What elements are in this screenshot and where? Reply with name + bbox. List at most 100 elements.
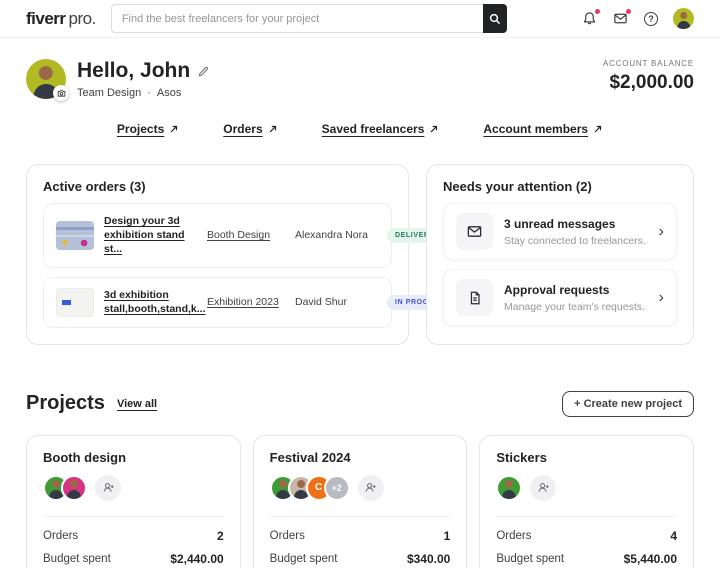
orders-stat: Orders 1 bbox=[270, 529, 451, 543]
order-project-link[interactable]: Booth Design bbox=[207, 229, 271, 242]
order-title-link[interactable]: 3d exhibition stall,booth,stand,k... bbox=[104, 288, 206, 316]
notification-dot bbox=[626, 8, 631, 14]
top-bar: fiverr pro. bbox=[0, 0, 720, 38]
project-card-stickers[interactable]: Stickers Orders 4 Budget spent $5,440.00 bbox=[479, 434, 695, 568]
order-thumbnail bbox=[56, 220, 94, 250]
project-card-festival-2024[interactable]: Festival 2024 C +2 Orders 1 Budget spent… bbox=[252, 434, 468, 568]
header-icons: ? bbox=[580, 8, 694, 29]
add-person-icon bbox=[364, 481, 377, 494]
profile-avatar[interactable] bbox=[26, 59, 69, 101]
nav-link-label: Account members bbox=[483, 122, 589, 136]
notifications-button[interactable] bbox=[580, 8, 600, 28]
active-orders-panel: Active orders (3) Design your 3d exhibit… bbox=[26, 164, 459, 345]
greeting-title: Hello, John bbox=[77, 59, 191, 82]
budget-label: Budget spent bbox=[496, 552, 565, 565]
camera-icon bbox=[57, 89, 66, 98]
member-avatars bbox=[43, 474, 224, 501]
fiverr-pro-logo[interactable]: fiverr pro. bbox=[26, 9, 96, 29]
project-cards-row: Booth design Orders 2 Budget spent $2,44… bbox=[26, 434, 695, 568]
budget-stat: Budget spent $340.00 bbox=[270, 552, 451, 566]
member-avatar[interactable] bbox=[61, 474, 87, 501]
budget-value: $340.00 bbox=[406, 551, 451, 566]
bell-icon bbox=[582, 11, 597, 26]
document-icon bbox=[456, 279, 493, 316]
nav-link-label: Saved freelancers bbox=[321, 122, 425, 136]
external-link-icon bbox=[169, 124, 179, 134]
hero-section: Hello, John Team Design · Asos ACCOUNT B… bbox=[0, 38, 720, 101]
project-card-booth-design[interactable]: Booth design Orders 2 Budget spent $2,44… bbox=[26, 434, 241, 568]
active-orders-title: Active orders (3) bbox=[43, 179, 146, 194]
search-button[interactable] bbox=[482, 4, 507, 33]
external-link-icon bbox=[429, 124, 439, 134]
order-row[interactable]: Design your 3d exhibition stand st... Bo… bbox=[43, 203, 449, 268]
more-members-badge[interactable]: +2 bbox=[323, 474, 350, 501]
search-input[interactable] bbox=[110, 4, 483, 33]
attention-title: Needs your attention (2) bbox=[443, 179, 592, 194]
create-new-project-button[interactable]: + Create new project bbox=[562, 390, 694, 417]
org-name: Asos bbox=[156, 87, 182, 99]
orders-value: 4 bbox=[670, 528, 678, 543]
nav-link-orders[interactable]: Orders bbox=[223, 122, 277, 136]
order-project-link[interactable]: Exhibition 2023 bbox=[207, 296, 279, 309]
logo-suffix: pro. bbox=[68, 8, 97, 28]
budget-stat: Budget spent $2,440.00 bbox=[43, 552, 224, 566]
orders-label: Orders bbox=[269, 529, 305, 542]
attention-text: 3 unread messages Stay connected to free… bbox=[504, 217, 646, 247]
edit-name-button[interactable] bbox=[197, 65, 210, 78]
member-avatars bbox=[496, 474, 677, 501]
nav-link-projects[interactable]: Projects bbox=[117, 122, 179, 136]
project-card-title: Stickers bbox=[496, 449, 547, 465]
projects-header: Projects View all + Create new project bbox=[26, 390, 694, 417]
budget-stat: Budget spent $5,440.00 bbox=[496, 552, 677, 566]
orders-value: 1 bbox=[443, 528, 451, 543]
order-freelancer-name: Alexandra Nora bbox=[295, 229, 368, 242]
nav-link-saved-freelancers[interactable]: Saved freelancers bbox=[322, 122, 440, 136]
order-freelancer-name: David Shur bbox=[295, 296, 347, 309]
add-member-button[interactable] bbox=[357, 474, 384, 501]
add-member-button[interactable] bbox=[530, 474, 557, 501]
orders-stat: Orders 2 bbox=[43, 529, 224, 543]
view-all-link[interactable]: View all bbox=[116, 397, 158, 410]
team-subline: Team Design · Asos bbox=[77, 87, 210, 99]
add-person-icon bbox=[102, 481, 115, 494]
approval-requests-card[interactable]: Approval requests Manage your team's req… bbox=[443, 269, 677, 326]
budget-value: $5,440.00 bbox=[623, 551, 678, 566]
user-avatar[interactable] bbox=[673, 8, 694, 29]
orders-label: Orders bbox=[496, 529, 532, 542]
help-button[interactable]: ? bbox=[642, 10, 660, 28]
chevron-right-icon: › bbox=[658, 288, 664, 306]
nav-link-account-members[interactable]: Account members bbox=[483, 122, 603, 136]
nav-link-label: Projects bbox=[116, 122, 165, 136]
attention-text: Approval requests Manage your team's req… bbox=[504, 283, 645, 313]
attention-item-subtitle: Stay connected to freelancers. bbox=[504, 234, 646, 247]
envelope-icon bbox=[456, 213, 493, 250]
team-name: Team Design bbox=[77, 87, 142, 99]
member-avatars: C +2 bbox=[269, 474, 451, 501]
balance-value: $2,000.00 bbox=[609, 72, 694, 93]
budget-label: Budget spent bbox=[43, 552, 111, 565]
mail-icon bbox=[613, 11, 628, 26]
add-member-button[interactable] bbox=[95, 474, 121, 501]
unread-messages-card[interactable]: 3 unread messages Stay connected to free… bbox=[443, 203, 677, 260]
messages-button[interactable] bbox=[611, 8, 631, 28]
attention-item-title: 3 unread messages bbox=[504, 216, 616, 231]
external-link-icon bbox=[268, 124, 278, 134]
help-icon: ? bbox=[644, 11, 658, 26]
logo-brand: fiverr bbox=[26, 8, 66, 28]
order-row[interactable]: 3d exhibition stall,booth,stand,k... Exh… bbox=[43, 276, 459, 328]
orders-value: 2 bbox=[216, 528, 224, 543]
external-link-icon bbox=[593, 124, 603, 134]
add-person-icon bbox=[537, 481, 550, 494]
notification-dot bbox=[595, 8, 600, 14]
panels-row: Active orders (3) Design your 3d exhibit… bbox=[26, 164, 694, 345]
member-avatar[interactable] bbox=[496, 474, 523, 501]
attention-item-subtitle: Manage your team's requests. bbox=[504, 300, 645, 313]
order-title-link[interactable]: Design your 3d exhibition stand st... bbox=[104, 215, 185, 256]
search-bar bbox=[110, 4, 507, 33]
chevron-right-icon: › bbox=[658, 222, 664, 240]
project-card-title: Booth design bbox=[43, 449, 127, 465]
budget-label: Budget spent bbox=[269, 552, 338, 565]
budget-value: $2,440.00 bbox=[170, 551, 224, 566]
change-photo-button[interactable] bbox=[53, 85, 69, 101]
nav-link-label: Orders bbox=[223, 122, 263, 136]
